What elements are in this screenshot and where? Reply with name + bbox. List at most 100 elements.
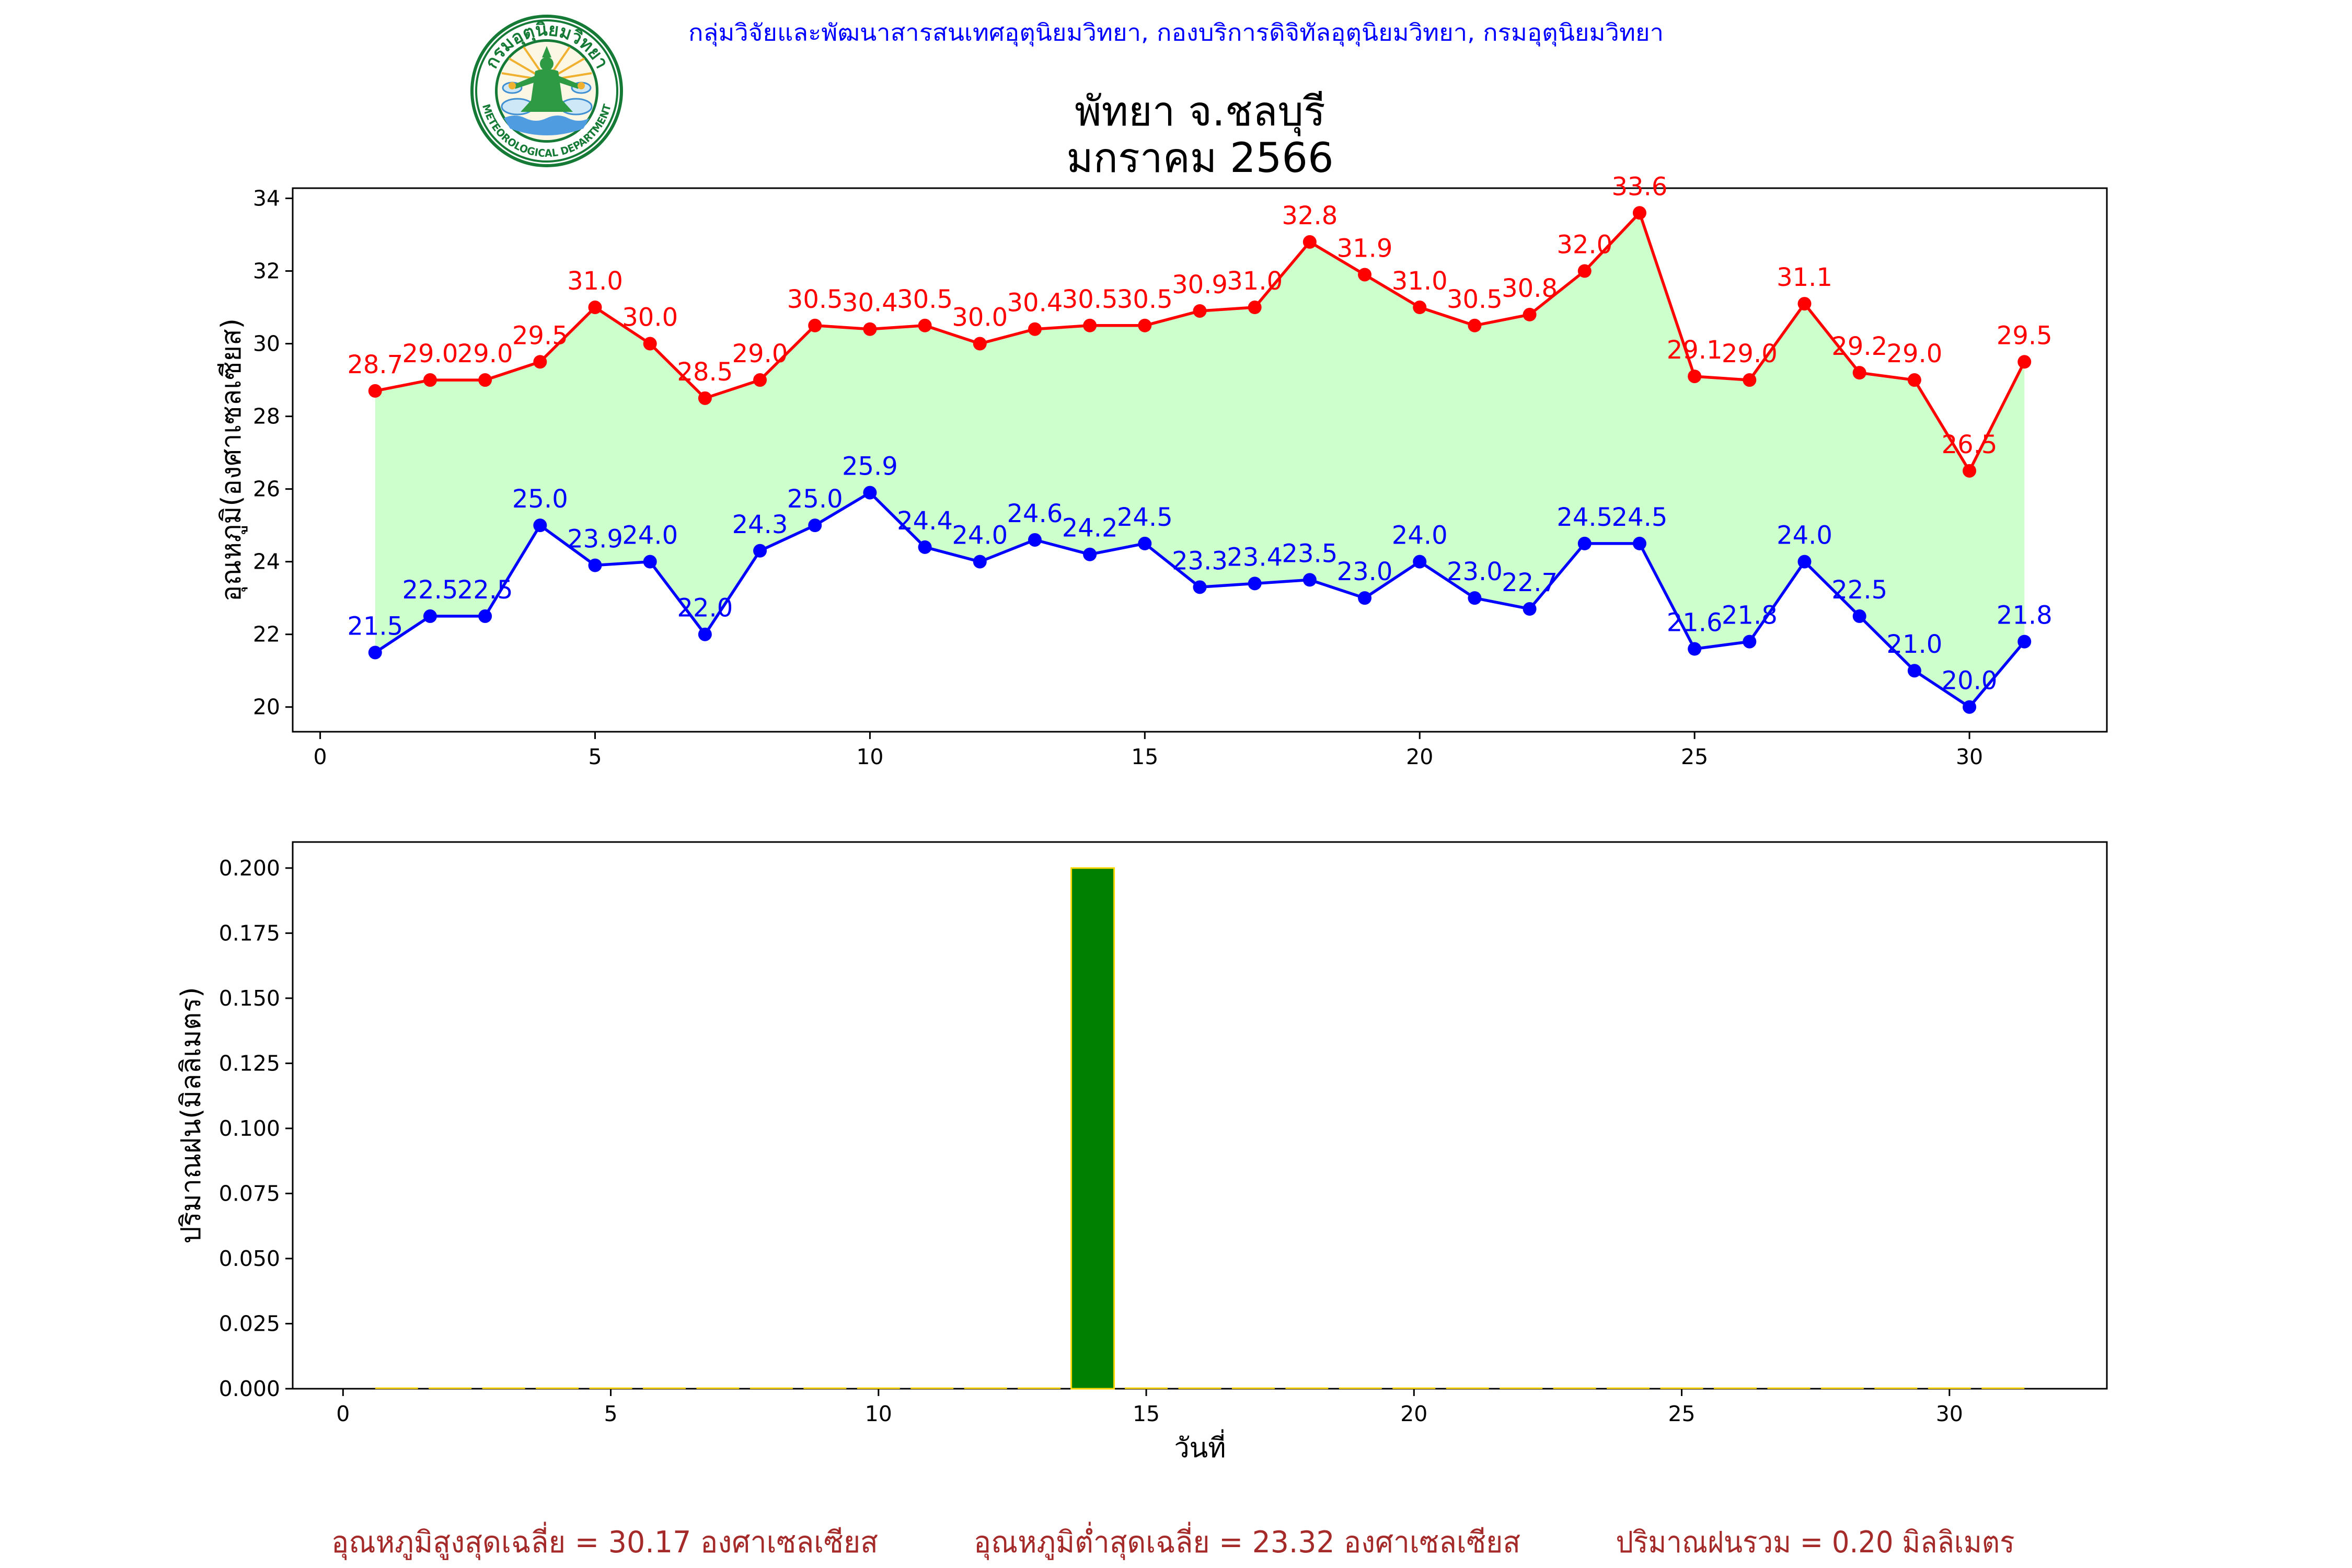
min-temperature-value-label: 23.0: [1337, 557, 1393, 586]
max-temperature-value-label: 29.0: [1886, 339, 1942, 368]
min-temperature-point: [423, 609, 437, 623]
min-temperature-value-label: 21.5: [347, 612, 403, 641]
rainfall-x-tick-label: 0: [336, 1401, 350, 1426]
max-temperature-point: [1963, 464, 1977, 478]
min-temperature-value-label: 24.0: [622, 521, 678, 550]
max-temperature-point: [808, 318, 822, 332]
rainfall-y-tick-label: 0.175: [219, 920, 280, 946]
min-temperature-point: [1632, 536, 1646, 550]
max-temperature-value-label: 29.5: [512, 321, 568, 350]
rainfall-y-tick-label: 0.050: [219, 1246, 280, 1271]
min-temperature-point: [918, 540, 932, 554]
temperature-y-tick-label: 32: [253, 259, 280, 284]
max-temperature-value-label: 32.8: [1282, 201, 1338, 230]
max-temperature-value-label: 26.5: [1942, 430, 1998, 459]
max-temperature-value-label: 30.0: [952, 303, 1008, 332]
rainfall-y-tick-label: 0.025: [219, 1311, 280, 1336]
seal-water: [504, 116, 590, 135]
min-temperature-value-label: 20.0: [1942, 666, 1998, 696]
max-temperature-point: [1193, 304, 1207, 318]
max-temperature-point: [1907, 373, 1921, 387]
min-temperature-point: [1468, 591, 1482, 605]
max-temperature-value-label: 29.0: [402, 339, 458, 368]
max-temperature-point: [918, 318, 932, 332]
rainfall-y-tick-label: 0.125: [219, 1051, 280, 1076]
min-temperature-value-label: 22.0: [677, 594, 733, 623]
max-temperature-value-label: 29.1: [1667, 336, 1723, 365]
min-temperature-value-label: 24.5: [1612, 503, 1668, 532]
min-temperature-value-label: 23.9: [567, 525, 623, 554]
temperature-y-axis-label: อุณหภูมิ(องศาเซลเซียส): [216, 318, 248, 602]
max-temperature-value-label: 30.0: [622, 303, 678, 332]
max-temperature-point: [1083, 318, 1097, 332]
max-temperature-point: [1413, 301, 1427, 315]
max-temperature-value-label: 33.6: [1612, 172, 1668, 201]
max-temperature-value-label: 31.0: [1392, 267, 1448, 296]
min-temperature-point: [1688, 642, 1702, 656]
chart-title-station: พัทยา จ.ชลบุรี: [1075, 88, 1325, 136]
max-temperature-point: [1688, 370, 1702, 384]
temperature-y-tick-label: 26: [253, 477, 280, 502]
max-temperature-point: [1743, 373, 1757, 387]
total-rainfall-text: ปริมาณฝนรวม = 0.20 มิลลิเมตร: [1616, 1525, 2015, 1560]
min-temperature-point: [1577, 536, 1592, 550]
max-temperature-value-label: 29.2: [1831, 332, 1887, 361]
min-temperature-point: [753, 544, 767, 558]
max-temperature-value-label: 30.5: [1447, 285, 1503, 314]
min-temperature-point: [2017, 635, 2032, 649]
min-temperature-value-label: 21.8: [1997, 601, 2053, 630]
min-temperature-value-label: 22.7: [1502, 568, 1558, 597]
min-temperature-value-label: 24.5: [1117, 503, 1173, 532]
max-temperature-point: [1358, 268, 1372, 282]
min-temperature-point: [1302, 573, 1317, 587]
max-temperature-value-label: 30.4: [842, 289, 898, 318]
max-temperature-value-label: 30.5: [787, 285, 843, 314]
rainfall-y-tick-label: 0.000: [219, 1376, 280, 1401]
temperature-x-tick-label: 25: [1681, 744, 1708, 769]
min-temperature-point: [533, 518, 547, 533]
temperature-x-tick-label: 30: [1956, 744, 1983, 769]
min-temperature-point: [1413, 555, 1427, 569]
min-temperature-value-label: 22.5: [457, 575, 513, 605]
temperature-x-tick-label: 5: [588, 744, 602, 769]
max-temperature-point: [1468, 318, 1482, 332]
rainfall-x-tick-label: 5: [604, 1401, 618, 1426]
max-temperature-point: [863, 322, 877, 336]
min-temperature-value-label: 25.0: [512, 485, 568, 514]
min-temperature-point: [698, 627, 712, 641]
min-temperature-point: [588, 558, 602, 572]
max-temperature-point: [588, 301, 602, 315]
min-temperature-point: [368, 645, 382, 660]
temperature-x-tick-label: 20: [1406, 744, 1433, 769]
max-temperature-value-label: 30.8: [1502, 274, 1558, 303]
min-temperature-value-label: 25.9: [842, 452, 898, 481]
temperature-y-tick-label: 24: [253, 549, 280, 574]
temperature-axes-frame: [292, 187, 2108, 733]
min-temperature-point: [1523, 602, 1537, 616]
max-temperature-value-label: 29.5: [1997, 321, 2053, 350]
agency-header: กลุ่มวิจัยและพัฒนาสารสนเทศอุตุนิยมวิทยา,…: [688, 20, 1664, 47]
max-temperature-value-label: 28.5: [677, 358, 733, 387]
max-temperature-point: [478, 373, 492, 387]
rainfall-x-tick-label: 10: [865, 1401, 892, 1426]
max-temperature-point: [368, 384, 382, 398]
rainfall-axes-background: [293, 842, 2107, 1389]
max-temperature-value-label: 31.9: [1337, 234, 1393, 263]
min-temperature-value-label: 25.0: [787, 485, 843, 514]
max-temperature-point: [753, 373, 767, 387]
min-temperature-point: [1963, 700, 1977, 714]
max-temperature-value-label: 30.9: [1172, 270, 1228, 299]
min-temperature-point: [1852, 609, 1866, 623]
min-temperature-point: [808, 518, 822, 533]
min-temperature-point: [643, 555, 657, 569]
min-temperature-point: [1193, 580, 1207, 594]
max-temperature-point: [1523, 307, 1537, 321]
temperature-y-tick-label: 30: [253, 331, 280, 356]
rainfall-y-tick-label: 0.075: [219, 1181, 280, 1206]
rainfall-x-tick-label: 30: [1936, 1401, 1963, 1426]
min-temperature-value-label: 23.3: [1172, 546, 1228, 575]
max-temperature-point: [643, 337, 657, 351]
temperature-y-tick-label: 20: [253, 695, 280, 720]
min-temperature-value-label: 23.0: [1447, 557, 1503, 586]
min-temperature-point: [1743, 635, 1757, 649]
